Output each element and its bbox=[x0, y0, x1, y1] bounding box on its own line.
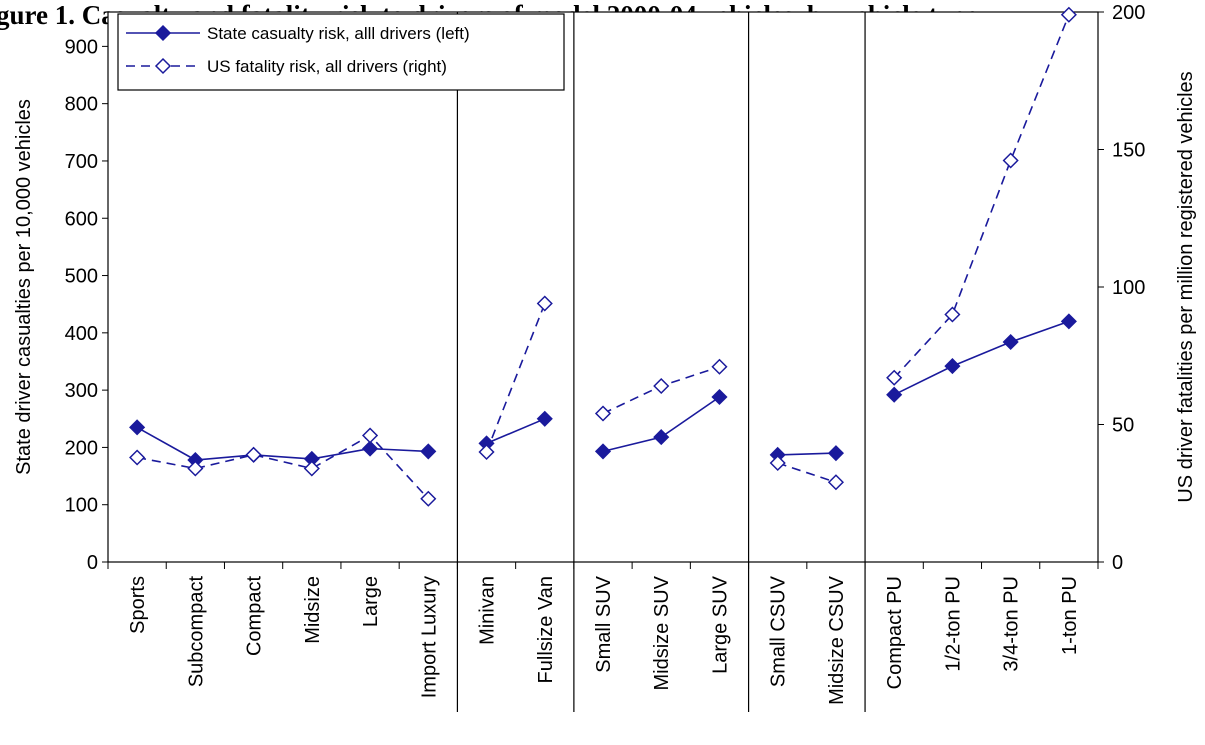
series-line bbox=[136, 426, 429, 461]
casualty-point bbox=[653, 429, 670, 446]
left-axis: 0 100 200 300 400 500 600 700 800 900 bbox=[65, 36, 108, 574]
left-tick-label: 700 bbox=[65, 151, 98, 173]
fatality-point bbox=[1060, 6, 1077, 23]
series-line bbox=[486, 418, 546, 445]
legend-label: State casualty risk, alll drivers (left) bbox=[207, 24, 470, 43]
right-axis: 0 50 100 150 200 bbox=[1098, 2, 1145, 574]
fatality-point bbox=[769, 454, 786, 472]
category-label: Midsize CSUV bbox=[826, 575, 848, 705]
legend-marker bbox=[154, 24, 172, 42]
category-label: 1-ton PU bbox=[1059, 576, 1081, 655]
left-tick-label: 0 bbox=[87, 552, 98, 574]
casualty-point bbox=[536, 410, 553, 427]
category-label: Small CSUV bbox=[768, 575, 790, 687]
category-label: 1/2-ton PU bbox=[942, 576, 964, 672]
right-axis-title: US driver fatalities per million registe… bbox=[1175, 71, 1197, 502]
fatality-point bbox=[594, 405, 612, 422]
casualty-point bbox=[420, 443, 437, 460]
category-label: Midsize bbox=[302, 576, 324, 644]
category-label: Import Luxury bbox=[418, 576, 440, 698]
category-label: Large SUV bbox=[709, 575, 731, 673]
category-label: Subcompact bbox=[185, 576, 207, 688]
series-line bbox=[893, 14, 1070, 379]
casualty-point bbox=[944, 358, 961, 375]
category-label: Sports bbox=[127, 576, 149, 634]
casualty-point bbox=[886, 386, 903, 403]
category-label: Minivan bbox=[477, 576, 499, 645]
series-line bbox=[136, 434, 429, 500]
left-tick-label: 100 bbox=[65, 495, 98, 517]
plot-frame bbox=[107, 11, 1099, 563]
left-axis-title: State driver casualties per 10,000 vehic… bbox=[13, 99, 35, 475]
category-label: Compact bbox=[244, 576, 266, 656]
series-layer bbox=[129, 6, 1077, 507]
fatality-point bbox=[1002, 152, 1019, 169]
legend: State casualty risk, alll drivers (left)… bbox=[117, 13, 565, 91]
x-axis: Sports Subcompact Compact Midsize Large Impor… bbox=[107, 562, 1099, 705]
category-label: Fullsize Van bbox=[535, 576, 557, 683]
series-line bbox=[777, 462, 837, 484]
casualty-point bbox=[129, 419, 146, 436]
fatality-point bbox=[536, 295, 553, 312]
left-tick-label: 900 bbox=[65, 36, 98, 58]
fatality-point bbox=[478, 443, 495, 461]
left-tick-label: 400 bbox=[65, 323, 98, 345]
fatality-point bbox=[886, 369, 903, 386]
casualty-point bbox=[711, 388, 728, 406]
fatality-point bbox=[653, 377, 670, 395]
group-separators bbox=[456, 12, 866, 712]
casualty-point bbox=[827, 445, 845, 462]
category-label: Small SUV bbox=[593, 575, 615, 672]
category-label: Compact PU bbox=[884, 576, 906, 689]
category-label: Midsize SUV bbox=[651, 575, 673, 690]
casualty-point bbox=[1060, 313, 1077, 330]
fatality-point bbox=[187, 460, 204, 477]
right-tick-label: 0 bbox=[1112, 552, 1123, 574]
fatality-point bbox=[944, 306, 961, 323]
left-tick-label: 200 bbox=[65, 437, 98, 459]
left-tick-label: 600 bbox=[65, 208, 98, 230]
series-line bbox=[777, 452, 836, 456]
series-line bbox=[485, 303, 546, 453]
fatality-point bbox=[420, 490, 437, 507]
fatality-point bbox=[129, 449, 146, 466]
right-tick-label: 200 bbox=[1112, 2, 1145, 24]
fatality-point bbox=[303, 460, 320, 477]
series-line bbox=[893, 320, 1070, 396]
category-label: Large bbox=[360, 576, 382, 627]
casualty-point bbox=[594, 443, 612, 460]
casualty-point bbox=[361, 440, 379, 457]
fatality-point bbox=[361, 427, 379, 444]
legend-label: US fatality risk, all drivers (right) bbox=[207, 57, 447, 76]
casualty-point bbox=[1002, 333, 1019, 351]
left-tick-label: 300 bbox=[65, 380, 98, 402]
fatality-point bbox=[711, 358, 728, 375]
right-tick-label: 50 bbox=[1112, 415, 1134, 437]
fatality-point bbox=[827, 474, 845, 491]
category-label: 3/4-ton PU bbox=[1001, 576, 1023, 672]
legend-marker bbox=[154, 57, 172, 75]
right-tick-label: 150 bbox=[1112, 140, 1145, 162]
right-tick-label: 100 bbox=[1112, 277, 1145, 299]
legend-box bbox=[117, 13, 565, 91]
left-tick-label: 800 bbox=[65, 94, 98, 116]
left-tick-label: 500 bbox=[65, 266, 98, 288]
fatality-point bbox=[245, 446, 262, 463]
